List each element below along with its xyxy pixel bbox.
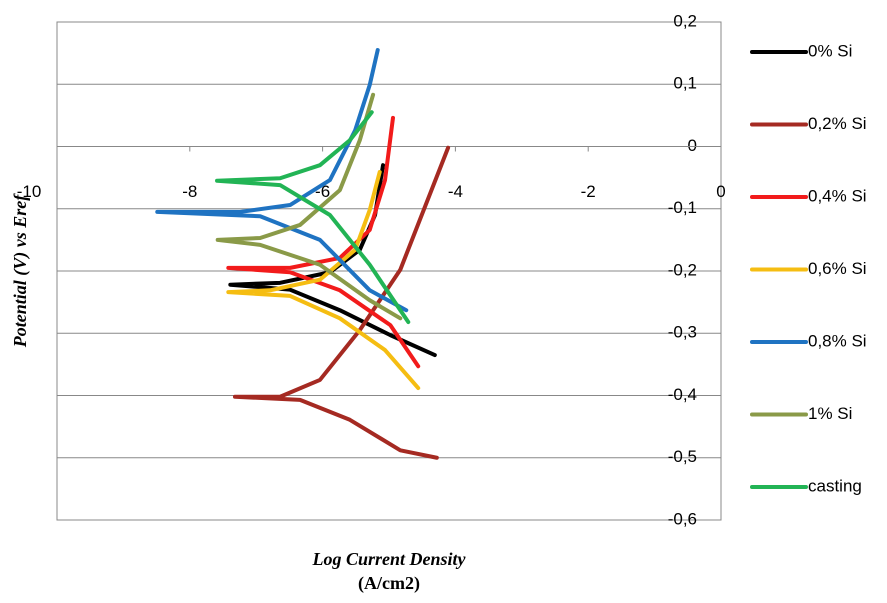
y-tick-label: -0,2	[668, 260, 697, 279]
series-line	[235, 148, 448, 458]
legend-label: 0,2% Si	[808, 114, 867, 133]
legend-label: casting	[808, 476, 862, 495]
y-tick-label: 0,2	[673, 11, 697, 30]
y-axis-title: Potential (V) vs Eref	[10, 193, 31, 348]
y-tick-label: 0	[688, 136, 697, 155]
y-tick-label: 0,1	[673, 74, 697, 93]
x-tick-label: -2	[581, 182, 596, 201]
x-axis-unit: (A/cm2)	[358, 573, 420, 594]
x-tick-label: -8	[182, 182, 197, 201]
legend-label: 0,8% Si	[808, 331, 867, 350]
y-tick-label: -0,4	[668, 385, 697, 404]
y-tick-label: -0,6	[668, 509, 697, 528]
x-axis-title: Log Current Density	[311, 549, 466, 569]
legend-label: 0% Si	[808, 41, 852, 60]
y-tick-label: -0,5	[668, 447, 697, 466]
legend-label: 0,6% Si	[808, 259, 867, 278]
y-tick-label: -0,1	[668, 198, 697, 217]
x-tick-label: 0	[716, 182, 725, 201]
legend-label: 1% Si	[808, 404, 852, 423]
x-tick-label: -10	[17, 182, 42, 201]
legend-label: 0,4% Si	[808, 186, 867, 205]
x-tick-label: -4	[448, 182, 463, 201]
y-tick-label: -0,3	[668, 323, 697, 342]
page: {"chart_data": {"type": "line", "xlabel"…	[0, 0, 887, 603]
chart: Potential (V) vs Eref Log Current Densit…	[0, 0, 887, 603]
